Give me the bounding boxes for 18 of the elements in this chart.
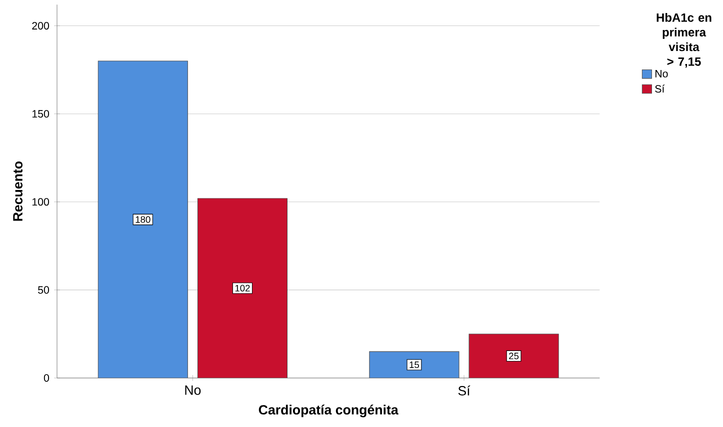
y-tick-label: 50 <box>38 286 50 294</box>
y-tick-label: 0 <box>44 374 50 382</box>
bar <box>197 198 288 378</box>
legend-label: No <box>655 70 668 78</box>
y-tick-label: 200 <box>32 22 50 30</box>
y-tick-label: 100 <box>32 198 50 206</box>
data-label: 25 <box>509 352 519 360</box>
data-label: 180 <box>136 216 150 223</box>
bar <box>369 351 460 378</box>
y-tick-label: 150 <box>32 110 50 118</box>
legend-label: Sí <box>655 84 665 93</box>
x-axis-title: Cardiopatía congénita <box>258 404 398 418</box>
bar <box>98 60 188 378</box>
data-label: 102 <box>235 284 250 292</box>
bar <box>468 334 559 378</box>
data-label: 15 <box>410 362 419 368</box>
y-axis-title: Recuento <box>13 161 22 221</box>
legend-title: HbA1c en primera visita > 7,15 <box>656 13 712 68</box>
